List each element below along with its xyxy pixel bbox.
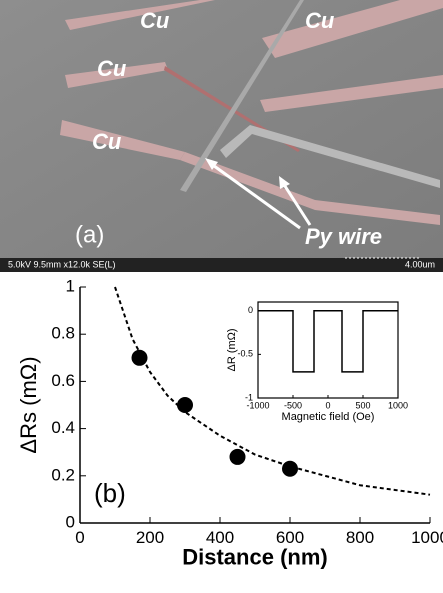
data-line <box>258 309 398 373</box>
arrow-head <box>279 176 290 189</box>
y-tick-label: 0 <box>248 305 253 315</box>
py-wire <box>180 0 304 192</box>
panel-label: (b) <box>94 478 126 508</box>
cu-strip <box>262 0 443 58</box>
y-tick-label: -1 <box>245 392 253 402</box>
y-tick-label: 0 <box>66 512 75 531</box>
cu-strip <box>180 152 440 225</box>
sem-image: Cu Cu Cu Cu (a) Py wire 5.0kV 9.5mm x12.… <box>0 0 443 272</box>
x-axis-label: Magnetic field (Oe) <box>282 411 375 423</box>
arrow <box>209 161 301 230</box>
cu-strip <box>65 62 168 88</box>
y-tick-label: 0.2 <box>51 465 75 484</box>
data-point <box>177 397 193 413</box>
sem-info: 5.0kV 9.5mm x12.0k SE(L) <box>8 259 116 269</box>
x-tick-label: 800 <box>346 528 374 547</box>
x-axis-label: Distance (nm) <box>182 545 327 570</box>
cu-label: Cu <box>305 8 335 33</box>
y-tick-label: 0.8 <box>51 324 75 343</box>
arrow <box>281 182 312 226</box>
wire-label: Py wire <box>305 224 382 249</box>
info-bar <box>0 258 443 272</box>
cu-label: Cu <box>92 129 122 154</box>
x-tick-label: 1000 <box>411 528 443 547</box>
y-tick-label: 0.4 <box>51 418 75 437</box>
fit-curve <box>114 286 431 496</box>
data-point <box>229 448 246 465</box>
y-axis-label: ΔR (mΩ) <box>226 328 238 371</box>
x-tick-label: 500 <box>355 400 370 410</box>
x-tick-label: 400 <box>206 528 234 547</box>
panel-label: (a) <box>75 221 104 248</box>
x-tick-label: 0 <box>325 400 330 410</box>
cu-label: Cu <box>140 8 170 33</box>
y-axis-label: ΔRs (mΩ) <box>16 356 41 453</box>
arrow-head <box>205 158 218 170</box>
y-tick-label: 1 <box>66 276 75 295</box>
y-tick-label: 0.6 <box>51 371 75 390</box>
cu-strip <box>60 120 185 160</box>
x-tick-label: 0 <box>75 528 84 547</box>
data-point <box>282 460 298 477</box>
x-tick-label: -1000 <box>246 400 269 410</box>
cu-label: Cu <box>97 56 127 81</box>
x-tick-label: 200 <box>136 528 164 547</box>
cu-strip <box>260 75 443 112</box>
data-point <box>131 349 148 366</box>
y-tick-label: -0.5 <box>237 349 253 359</box>
x-tick-label: 1000 <box>388 400 408 410</box>
plot-frame <box>257 301 399 399</box>
x-tick-label: 600 <box>276 528 304 547</box>
cu-strip <box>65 0 215 30</box>
scale-label: 4.00um <box>405 259 435 269</box>
x-tick-label: -500 <box>284 400 302 410</box>
